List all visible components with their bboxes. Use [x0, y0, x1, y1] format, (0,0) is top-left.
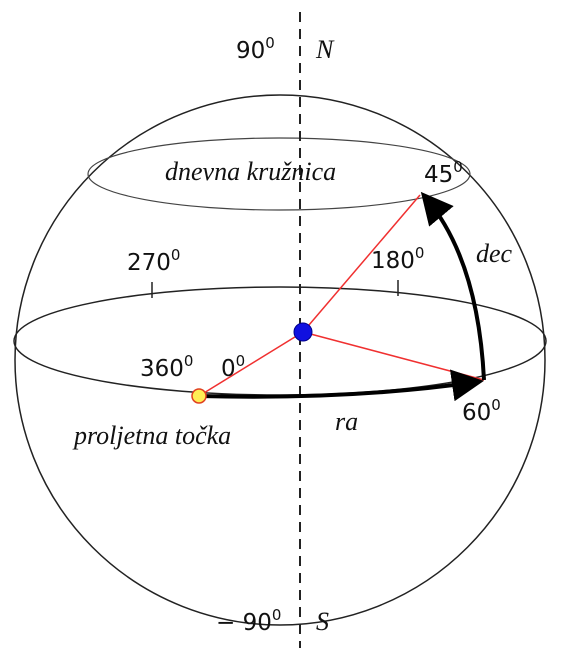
- ra-angle-label: 600: [462, 396, 501, 426]
- daily-circle: [87, 137, 471, 211]
- daily-circle-label: dnevna kružnica: [165, 157, 336, 186]
- ra-360-label: 3600: [140, 352, 193, 382]
- south-letter: S: [316, 607, 329, 636]
- red-line-up: [302, 194, 421, 333]
- red-line-vernal: [198, 331, 304, 397]
- ra-0-label: 00: [221, 352, 245, 382]
- dec-arrow: [420, 191, 486, 381]
- north-label: 900: [236, 34, 275, 64]
- north-letter: N: [315, 35, 335, 64]
- south-label: − 900: [216, 606, 281, 636]
- center-dot: [293, 322, 313, 342]
- red-line-star: [302, 331, 485, 381]
- vernal-point-dot: [191, 388, 207, 404]
- celestial-equator: [13, 286, 547, 396]
- sphere: [14, 94, 546, 626]
- dec-angle-label: 450: [424, 158, 463, 188]
- ra-arrow: [198, 369, 484, 402]
- ra-label: ra: [335, 407, 358, 436]
- dec-label: dec: [476, 239, 513, 268]
- ra-270-label: 2700: [127, 246, 180, 276]
- ra-180-label: 1800: [371, 244, 424, 274]
- vernal-point-label: proljetna točka: [72, 421, 231, 450]
